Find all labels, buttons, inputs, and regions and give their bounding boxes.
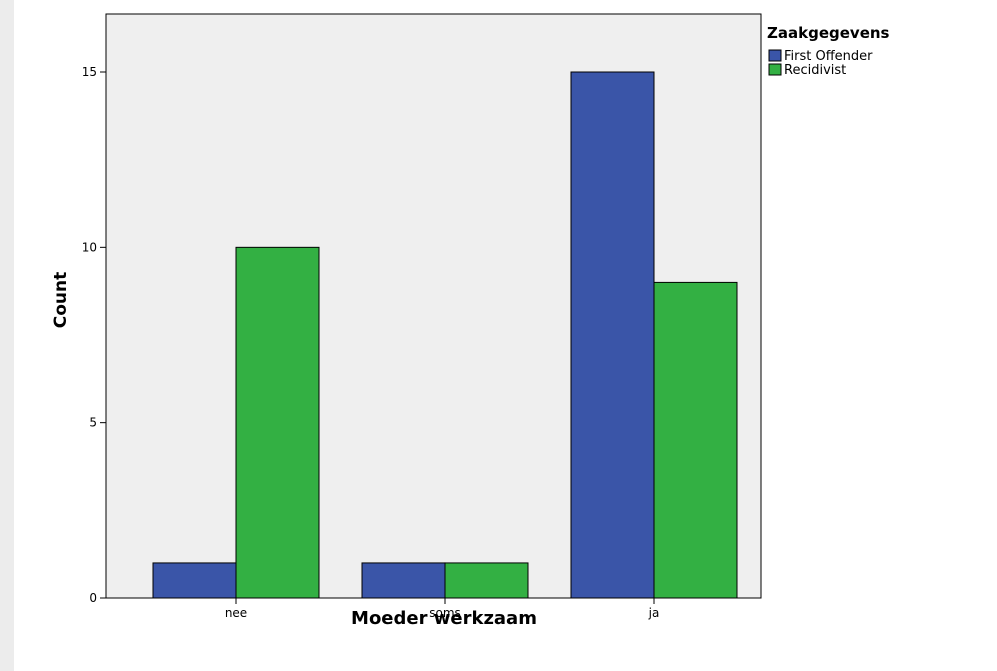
y-tick-label: 10: [82, 240, 97, 254]
y-axis: 0 5 10 15: [82, 65, 106, 605]
bar-first-offender-soms: [361, 562, 446, 599]
x-axis-title: Moeder werkzaam: [351, 608, 537, 629]
bar-first-offender-ja: [570, 71, 655, 599]
legend-swatch: [768, 49, 782, 62]
bar-recidivist-nee: [235, 246, 320, 599]
bar-recidivist-ja: [653, 281, 738, 599]
legend-swatch: [768, 63, 782, 76]
legend-title: Zaakgegevens: [767, 24, 890, 42]
bar-recidivist-soms: [444, 562, 529, 599]
legend-label: First Offender: [784, 49, 873, 64]
x-tick-label: nee: [225, 606, 247, 620]
x-tick-label: soms: [429, 606, 461, 620]
y-tick-label: 15: [82, 65, 97, 79]
legend-label: Recidivist: [784, 63, 846, 78]
bars-layer: [152, 71, 738, 599]
x-tick-label: ja: [648, 606, 660, 620]
chart-canvas: 0 5 10 15 nee soms ja Moeder werkzaam Count Z…: [14, 0, 997, 671]
y-tick-label: 0: [89, 591, 97, 605]
x-axis: nee soms ja: [225, 598, 660, 620]
y-tick-label: 5: [89, 416, 97, 430]
y-axis-title: Count: [51, 272, 71, 329]
bar-chart: 0 5 10 15 nee soms ja Moeder werkzaam Count Z…: [51, 13, 890, 629]
bar-first-offender-nee: [152, 562, 237, 599]
